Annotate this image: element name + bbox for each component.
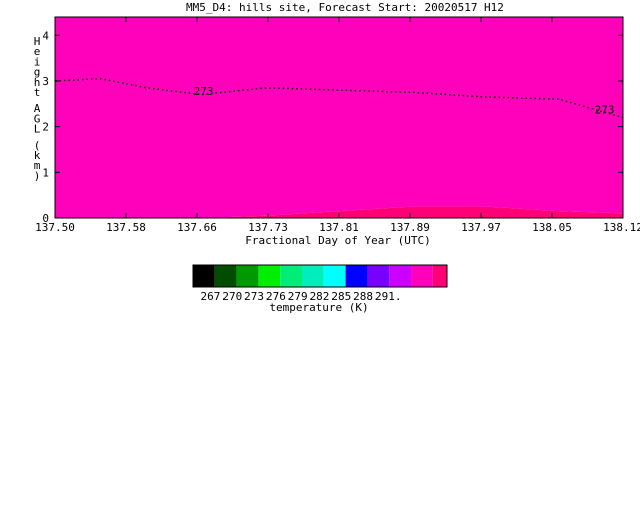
x-axis-label: Fractional Day of Year (UTC)	[245, 234, 430, 247]
contour-273-line	[54, 77, 624, 119]
y-axis-label-char: (	[34, 139, 41, 152]
colorbar: 267.270.273.276.279.282.285.288.291.	[192, 264, 448, 303]
contour-273-label: 273	[194, 85, 214, 98]
x-tick-label: 137.66	[177, 221, 217, 234]
colorbar-swatch	[280, 265, 303, 287]
y-axis-label-char: e	[34, 45, 41, 58]
x-tick-label: 137.97	[461, 221, 501, 234]
y-axis-label-char: G	[34, 112, 41, 125]
contour-band-10	[55, 17, 623, 218]
colorbar-label: temperature (K)	[269, 301, 368, 314]
x-tick-label: 137.81	[319, 221, 359, 234]
colorbar-swatch	[367, 265, 390, 287]
colorbar-tick-label: 279.	[288, 290, 315, 303]
y-axis-label-char: A	[34, 102, 41, 115]
x-tick-label: 137.50	[35, 221, 75, 234]
x-tick-label: 138.12	[603, 221, 640, 234]
y-tick-label: 1	[42, 166, 49, 179]
y-tick-label: 3	[42, 75, 49, 88]
colorbar-frame	[192, 264, 448, 288]
y-axis-label-char: t	[34, 86, 41, 99]
colorbar-tick-label: 276.	[266, 290, 293, 303]
y-axis-label-char: L	[34, 123, 41, 136]
colorbar-tick-label: 267.	[201, 290, 228, 303]
y-axis-label-char: i	[34, 55, 41, 68]
chart-title: MM5_D4: hills site, Forecast Start: 2002…	[186, 1, 504, 14]
contour-273-label: 273	[595, 103, 615, 116]
colorbar-swatch	[411, 265, 433, 287]
y-axis-label-char: H	[34, 35, 41, 48]
colorbar-tick-label: 285.	[331, 290, 358, 303]
y-axis-label-char: k	[34, 149, 41, 162]
colorbar-tick-label: 282.	[310, 290, 337, 303]
colorbar-swatch	[389, 265, 412, 287]
colorbar-swatch	[258, 265, 281, 287]
colorbar-tick-label: 270.	[222, 290, 249, 303]
colorbar-swatch	[214, 265, 237, 287]
colorbar-tick-label: 273.	[244, 290, 271, 303]
y-axis-label-char: m	[34, 159, 41, 172]
y-tick-label: 4	[42, 29, 49, 42]
colorbar-swatch	[302, 265, 324, 287]
y-axis-label-char: g	[34, 66, 41, 79]
y-tick-label: 0	[42, 212, 49, 225]
colorbar-tick-label: 291.	[375, 290, 402, 303]
x-tick-label: 137.89	[390, 221, 430, 234]
y-axis-label-char: )	[34, 169, 41, 182]
colorbar-swatch	[236, 265, 259, 287]
colorbar-swatch	[323, 265, 346, 287]
colorbar-tick-label: 288.	[353, 290, 380, 303]
x-tick-label: 137.58	[106, 221, 146, 234]
x-tick-label: 137.73	[248, 221, 288, 234]
y-axis-label-char: h	[34, 76, 41, 89]
y-tick-label: 2	[42, 121, 49, 134]
x-tick-label: 138.05	[532, 221, 572, 234]
colorbar-swatch	[345, 265, 368, 287]
colorbar-swatch	[193, 265, 215, 287]
plot-area: 273 273 137.50 137.58 137.66 137.73 137.81 137.…	[35, 16, 640, 234]
colorbar-swatch	[432, 265, 447, 287]
